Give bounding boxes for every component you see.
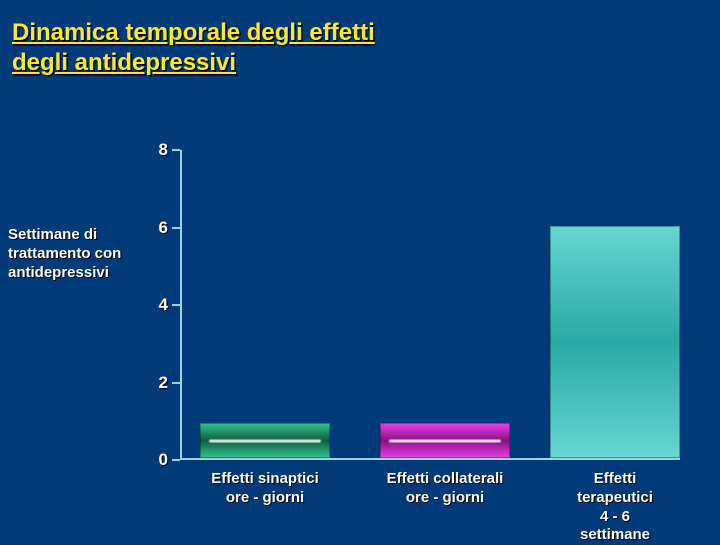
bar-highlight xyxy=(389,439,502,442)
bar xyxy=(550,226,680,459)
bar-highlight xyxy=(209,439,322,442)
y-tick xyxy=(172,149,180,151)
y-tick-label: 8 xyxy=(159,140,168,160)
y-tick-label: 0 xyxy=(159,450,168,470)
y-tick xyxy=(172,382,180,384)
y-axis-label: Settimane di trattamento con antidepress… xyxy=(8,226,168,282)
bar xyxy=(200,423,330,458)
bar xyxy=(380,423,510,458)
x-axis xyxy=(180,458,680,460)
y-tick-label: 4 xyxy=(159,295,168,315)
page-title: Dinamica temporale degli effetti degli a… xyxy=(12,18,375,78)
y-tick xyxy=(172,227,180,229)
y-tick xyxy=(172,459,180,461)
x-label: Effetti collaterali ore - giorni xyxy=(387,470,504,508)
x-label: Effetti sinaptici ore - giorni xyxy=(211,470,319,508)
x-label: Effetti terapeutici 4 - 6 settimane xyxy=(577,470,653,545)
y-tick xyxy=(172,304,180,306)
y-tick-label: 6 xyxy=(159,218,168,238)
y-axis xyxy=(180,150,182,460)
bar-chart: 02468Effetti sinaptici ore - giorniEffet… xyxy=(180,150,680,460)
y-tick-label: 2 xyxy=(159,373,168,393)
